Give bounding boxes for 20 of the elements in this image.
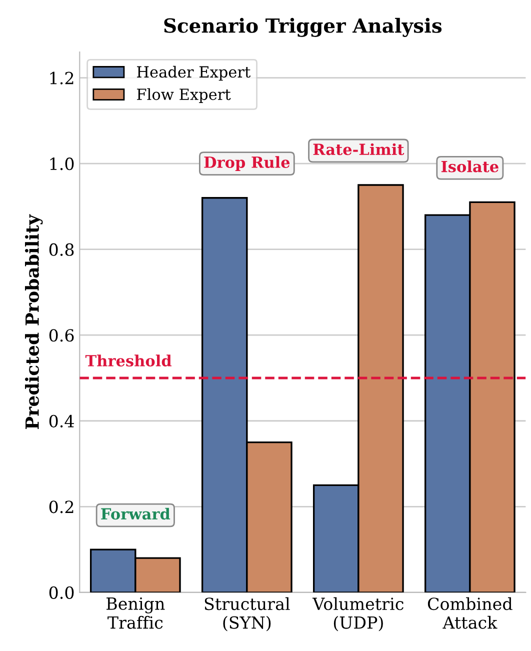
annotation: Forward [101,508,170,520]
legend-label: Header Expert [137,66,251,81]
x-tick-label: Benign Traffic [106,597,165,629]
y-tick-label: 0.4 [49,414,74,428]
ref-line-label: Threshold [85,354,172,366]
y-tick-label: 0.8 [49,243,74,256]
y-tick-label: 1.2 [50,72,74,84]
y-axis-title: Predicted Probability [24,214,43,430]
y-tick-label: 0.6 [49,329,74,342]
y-tick-label: 1.0 [50,158,74,170]
legend-label: Flow Expert [137,88,231,104]
y-tick-label: 0.0 [49,586,74,599]
y-tick-label: 0.2 [49,500,74,514]
annotation: Isolate [441,160,498,172]
x-tick-label: Structural (SYN) [204,597,290,632]
x-tick-label: Volumetric (UDP) [312,597,404,632]
annotation: Drop Rule [204,156,290,171]
annotation: Rate-Limit [313,143,404,156]
chart-title: Scenario Trigger Analysis [164,18,442,37]
x-tick-label: Combined Attack [428,597,512,629]
